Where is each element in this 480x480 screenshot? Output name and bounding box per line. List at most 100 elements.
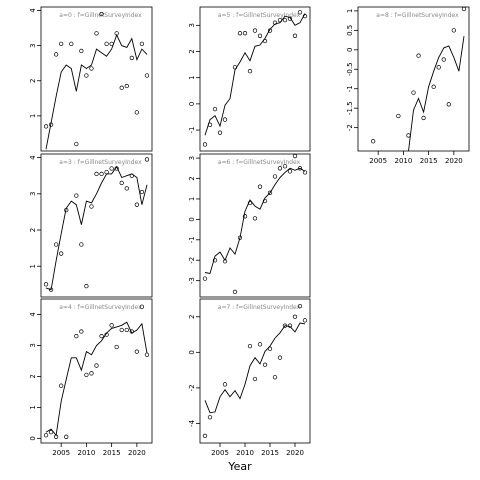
observed-point bbox=[406, 133, 411, 138]
panel-label: a=6 : f=GillnetSurveyIndex bbox=[218, 159, 301, 166]
observed-point bbox=[104, 332, 109, 337]
observed-point bbox=[99, 334, 104, 339]
observed-point bbox=[129, 329, 134, 334]
observed-point bbox=[267, 28, 273, 33]
observed-point bbox=[64, 207, 69, 213]
plot-frame bbox=[199, 6, 311, 152]
x-tick-label: 2005 bbox=[369, 157, 387, 165]
observed-point bbox=[232, 65, 238, 70]
observed-point bbox=[43, 124, 49, 129]
observed-point bbox=[441, 57, 446, 62]
fitted-line bbox=[45, 165, 148, 291]
observed-point bbox=[53, 52, 59, 57]
plot-frame bbox=[40, 153, 153, 298]
x-tick-label: 2010 bbox=[77, 449, 95, 457]
panel-label: a=5 : f=GillnetSurveyIndex bbox=[218, 12, 301, 19]
observed-point bbox=[461, 6, 467, 12]
observed-point bbox=[79, 48, 84, 54]
observed-point bbox=[292, 33, 298, 38]
observed-point bbox=[207, 122, 213, 127]
observed-point bbox=[212, 258, 218, 263]
observed-point bbox=[74, 334, 79, 339]
y-tick-label: 2 bbox=[188, 176, 196, 180]
x-tick-label: 2015 bbox=[420, 157, 438, 165]
observed-point bbox=[217, 130, 223, 135]
y-tick-label: 2 bbox=[29, 374, 37, 378]
observed-point bbox=[104, 169, 109, 175]
y-tick-label: 1 bbox=[346, 9, 354, 13]
observed-point bbox=[277, 166, 283, 171]
observed-point bbox=[48, 430, 54, 435]
observed-point bbox=[222, 259, 228, 264]
observed-point bbox=[64, 434, 69, 439]
observed-point bbox=[124, 327, 129, 333]
observed-point bbox=[247, 343, 253, 349]
observed-point bbox=[252, 28, 258, 33]
fitted-line bbox=[204, 167, 306, 275]
observed-point bbox=[446, 102, 451, 107]
observed-point bbox=[272, 174, 278, 179]
y-tick-label: -4 bbox=[188, 419, 196, 427]
observed-point bbox=[252, 376, 258, 382]
observed-point bbox=[69, 41, 74, 47]
y-tick-label: 2 bbox=[188, 49, 196, 53]
observed-point bbox=[43, 433, 49, 438]
y-tick-label: 1 bbox=[29, 405, 37, 409]
observed-point bbox=[104, 41, 109, 47]
observed-point bbox=[302, 14, 308, 19]
observed-point bbox=[396, 113, 401, 119]
observed-point bbox=[134, 349, 140, 354]
x-tick-label: 2010 bbox=[394, 157, 412, 165]
observed-point bbox=[416, 53, 421, 58]
fitted-line bbox=[45, 33, 148, 150]
y-tick-label: 3 bbox=[29, 343, 37, 347]
observed-point bbox=[202, 433, 208, 439]
y-tick-label: -1 bbox=[188, 236, 196, 243]
observed-point bbox=[89, 204, 94, 209]
observed-point bbox=[59, 383, 64, 388]
observed-point bbox=[202, 142, 208, 147]
observed-point bbox=[411, 90, 416, 95]
observed-point bbox=[99, 11, 104, 17]
observed-point bbox=[262, 38, 268, 44]
y-tick-label: -2 bbox=[188, 384, 196, 391]
panel-label: a=3 : f=GillnetSurveyIndex bbox=[59, 159, 142, 166]
observed-point bbox=[431, 84, 436, 89]
observed-point bbox=[109, 166, 114, 171]
observed-point bbox=[277, 355, 283, 360]
observed-point bbox=[247, 200, 253, 206]
y-tick-label: 2 bbox=[29, 228, 37, 232]
x-tick-label: 2020 bbox=[445, 157, 463, 165]
y-tick-label: 3 bbox=[29, 192, 37, 196]
y-tick-label: -1 bbox=[188, 127, 196, 134]
observed-point bbox=[242, 214, 248, 219]
observed-point bbox=[247, 68, 253, 74]
observed-point bbox=[257, 342, 263, 347]
y-tick-label: -2 bbox=[188, 257, 196, 264]
observed-point bbox=[84, 372, 89, 378]
y-tick-label: 4 bbox=[29, 8, 37, 13]
panel-label: a=4 : f=GillnetSurveyIndex bbox=[59, 304, 142, 311]
observed-point bbox=[257, 33, 263, 38]
observed-point bbox=[262, 198, 268, 204]
observed-point bbox=[74, 193, 79, 198]
observed-point bbox=[129, 55, 134, 61]
y-tick-label: 3 bbox=[188, 156, 196, 160]
observed-point bbox=[252, 216, 258, 221]
observed-point bbox=[129, 173, 134, 178]
observed-point bbox=[109, 41, 114, 47]
observed-point bbox=[451, 28, 457, 33]
observed-point bbox=[287, 169, 293, 174]
plot-frame bbox=[357, 6, 470, 152]
panel-label: a=7 : f=GillnetSurveyIndex bbox=[218, 304, 301, 311]
observed-point bbox=[370, 139, 376, 144]
y-tick-label: 4 bbox=[29, 155, 37, 160]
y-tick-label: 4 bbox=[29, 312, 37, 317]
y-tick-label: 0.5 bbox=[346, 25, 354, 36]
fitted-line bbox=[408, 36, 465, 151]
observed-point bbox=[114, 166, 119, 171]
observed-point bbox=[297, 303, 303, 309]
y-tick-label: 1 bbox=[188, 75, 196, 79]
observed-point bbox=[257, 184, 263, 189]
